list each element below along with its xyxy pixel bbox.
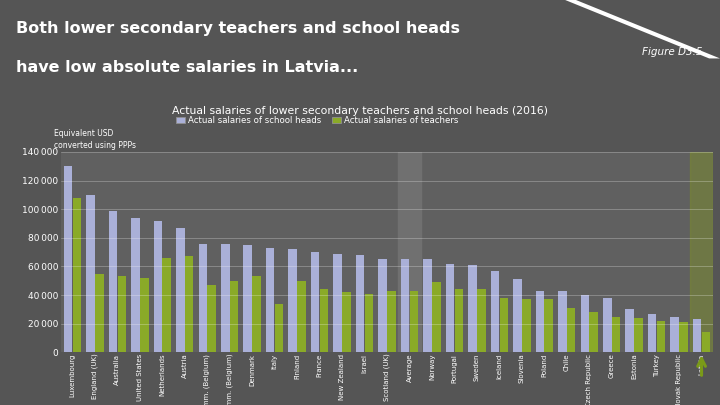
Bar — [266, 248, 274, 352]
Bar — [199, 243, 207, 352]
Bar — [176, 228, 184, 352]
Bar — [558, 291, 567, 352]
Bar — [626, 309, 634, 352]
Polygon shape — [576, 0, 720, 58]
Bar — [580, 295, 589, 352]
Text: Actual salaries of lower secondary teachers and school heads (2016): Actual salaries of lower secondary teach… — [172, 106, 548, 116]
Bar — [163, 258, 171, 352]
Bar — [365, 294, 373, 352]
Bar — [612, 317, 621, 352]
Bar — [693, 320, 701, 352]
Bar — [221, 243, 230, 352]
Bar — [536, 291, 544, 352]
Bar — [289, 249, 297, 352]
Bar — [185, 256, 194, 352]
Text: Both lower secondary teachers and school heads: Both lower secondary teachers and school… — [16, 21, 460, 36]
Bar — [140, 278, 148, 352]
Bar — [86, 195, 95, 352]
Bar — [490, 271, 499, 352]
Bar — [342, 292, 351, 352]
Bar — [387, 291, 396, 352]
Bar — [410, 291, 418, 352]
Bar — [432, 282, 441, 352]
Bar — [64, 166, 72, 352]
Text: Equivalent USD
converted using PPPs: Equivalent USD converted using PPPs — [54, 129, 136, 150]
Bar — [513, 279, 522, 352]
Bar — [603, 298, 611, 352]
Polygon shape — [565, 0, 720, 58]
Bar — [230, 281, 238, 352]
Bar — [275, 304, 284, 352]
Bar — [378, 259, 387, 352]
Bar — [454, 289, 463, 352]
Text: have low absolute salaries in Latvia...: have low absolute salaries in Latvia... — [16, 60, 358, 75]
Bar — [648, 314, 657, 352]
Bar — [590, 312, 598, 352]
Bar — [243, 245, 252, 352]
Bar — [500, 298, 508, 352]
Bar — [131, 218, 140, 352]
Bar — [252, 277, 261, 352]
Bar — [634, 318, 643, 352]
Bar — [153, 221, 162, 352]
Legend: Actual salaries of school heads, Actual salaries of teachers: Actual salaries of school heads, Actual … — [176, 116, 459, 125]
Bar — [333, 254, 342, 352]
Bar — [477, 289, 485, 352]
Bar — [73, 198, 81, 352]
Bar — [544, 299, 553, 352]
Bar — [690, 152, 713, 352]
Bar — [679, 322, 688, 352]
Bar — [356, 255, 364, 352]
Bar — [522, 299, 531, 352]
Bar — [657, 321, 665, 352]
Bar — [702, 332, 710, 352]
Bar — [311, 252, 320, 352]
Bar — [109, 211, 117, 352]
Text: Figure D3.5: Figure D3.5 — [642, 47, 702, 57]
Bar — [95, 274, 104, 352]
Bar — [468, 265, 477, 352]
Bar — [567, 308, 575, 352]
Bar — [423, 259, 432, 352]
Bar — [297, 281, 306, 352]
Bar — [207, 285, 216, 352]
Bar — [670, 317, 679, 352]
Bar — [320, 289, 328, 352]
Bar — [401, 259, 409, 352]
Bar — [117, 277, 126, 352]
Bar — [446, 264, 454, 352]
Bar — [398, 152, 420, 352]
